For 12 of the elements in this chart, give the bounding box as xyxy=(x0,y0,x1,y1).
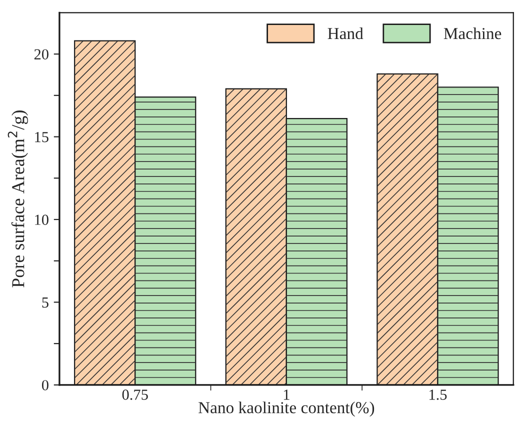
y-tick-label: 10 xyxy=(35,214,48,225)
x-tick-label: 0.75 xyxy=(122,390,148,400)
y-tick-label: 0 xyxy=(42,380,48,390)
legend-label: Hand xyxy=(328,27,364,40)
y-tick-label: 15 xyxy=(35,132,48,142)
x-tick-label: 1 xyxy=(284,390,290,400)
x-tick-label: 1.5 xyxy=(430,390,447,400)
y-axis-title: Pore surface Area(m$^{2}$/g) xyxy=(8,110,28,288)
y-tick-label: 5 xyxy=(42,298,48,308)
x-axis-title: Nano kaolinite content(%) xyxy=(198,402,374,417)
legend-label: Machine xyxy=(444,27,502,40)
y-tick-label: 20 xyxy=(34,49,48,60)
